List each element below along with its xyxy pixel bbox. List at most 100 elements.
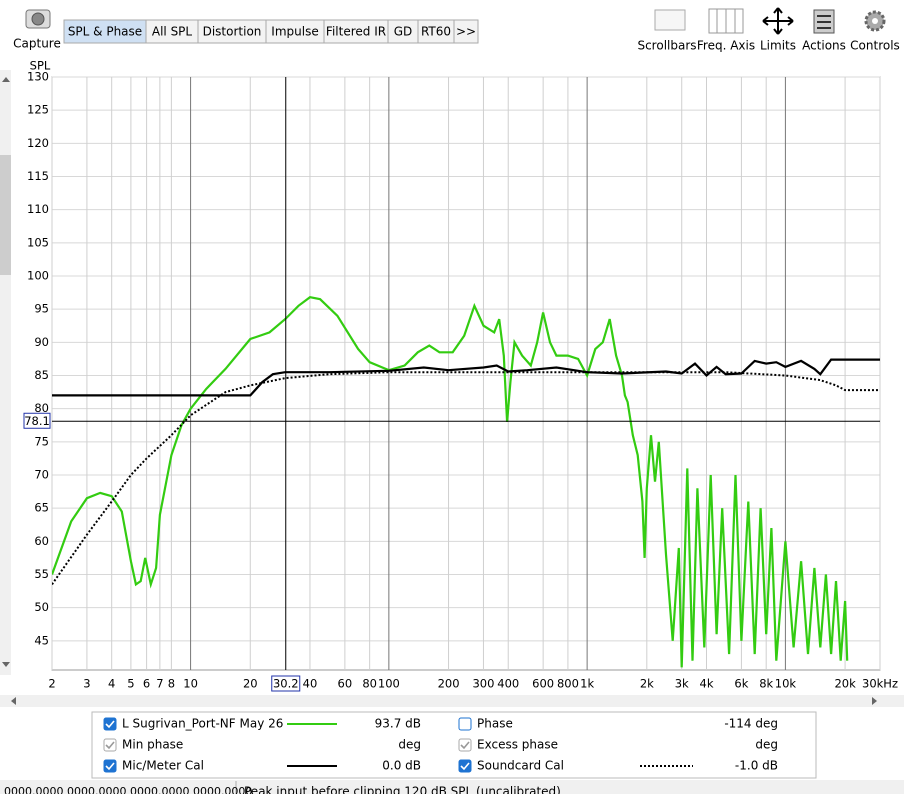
x-tick-label: 20k	[834, 677, 856, 691]
y-tick-label: 120	[27, 136, 49, 150]
legend-label: Excess phase	[477, 738, 558, 752]
y-axis-label: SPL	[30, 59, 51, 73]
traces	[52, 77, 880, 670]
status-bar	[0, 780, 904, 794]
x-tick-label: 600	[532, 677, 554, 691]
legend-value: deg	[398, 738, 421, 752]
tab-label: >>	[456, 25, 476, 39]
y-tick-label: 105	[27, 235, 49, 249]
checkmark	[460, 741, 470, 750]
x-tick-label: 3	[83, 677, 90, 691]
checkbox[interactable]	[458, 759, 472, 773]
y-tick-label: 115	[27, 169, 49, 183]
cursor-y-box	[23, 412, 51, 429]
legend-label: Min phase	[122, 738, 183, 752]
y-tick-label: 90	[34, 335, 49, 349]
legend: L Sugrivan_Port-NF May 26 93.7 dB Phase -11…	[103, 717, 778, 773]
x-tick-label: 7	[156, 677, 163, 691]
x-tick-label: 8k	[759, 677, 773, 691]
tab[interactable]: Impulse	[265, 19, 325, 44]
x-tick-label: 10k	[775, 677, 797, 691]
tab-label: Distortion	[203, 25, 262, 39]
legend-value: -114 deg	[724, 717, 778, 731]
tool-label[interactable]: Actions	[802, 39, 846, 53]
tab[interactable]: >>	[453, 19, 479, 44]
x-tick-label: 100	[378, 677, 400, 691]
tool-label[interactable]: Limits	[760, 39, 796, 53]
y-tick-label: 125	[27, 103, 49, 117]
legend-value: 0.0 dB	[382, 759, 421, 773]
axes: SPL 455055606570758085909510010511011512…	[27, 59, 898, 691]
legend-label: Mic/Meter Cal	[122, 759, 204, 773]
series-line	[52, 358, 880, 397]
tab-frame	[453, 19, 479, 44]
y-tick-label: 60	[34, 534, 49, 548]
x-tick-label: 60	[338, 677, 353, 691]
checkbox[interactable]	[103, 759, 117, 773]
checkmark	[105, 762, 115, 771]
tab-label: SPL & Phase	[68, 25, 142, 39]
tool-label[interactable]: Controls	[850, 39, 900, 53]
tab-label: All SPL	[152, 25, 193, 39]
tab-label: Filtered IR	[326, 25, 386, 39]
x-tick-label: 5	[127, 677, 134, 691]
x-tick-label: 800	[557, 677, 579, 691]
x-tick-label: 200	[438, 677, 460, 691]
x-tick-label: 3k	[675, 677, 689, 691]
tool-label[interactable]: Freq. Axis	[697, 39, 755, 53]
checkbox[interactable]	[458, 717, 472, 731]
x-tick-label: 4k	[700, 677, 714, 691]
y-tick-label: 110	[27, 202, 49, 216]
x-tick-label: 300	[472, 677, 494, 691]
x-tick-label: 40	[303, 677, 318, 691]
horizontal-scrollbar[interactable]	[0, 695, 904, 707]
y-tick-label: 55	[34, 567, 49, 581]
checkbox[interactable]	[458, 738, 472, 752]
capture-button[interactable]: Capture	[13, 9, 61, 51]
legend-value: -1.0 dB	[735, 759, 778, 773]
y-tick-label: 65	[34, 501, 49, 515]
checkmark	[105, 741, 115, 750]
tab[interactable]: Distortion	[197, 19, 267, 44]
x-tick-label: 2k	[640, 677, 654, 691]
x-tick-label: 1k	[580, 677, 594, 691]
x-tick-label: 400	[497, 677, 519, 691]
tab-bar: SPL & Phase All SPL Distortion Impulse Filte…	[63, 19, 479, 44]
cursor-y-label: 78.1	[24, 414, 50, 428]
tool-label[interactable]: Scrollbars	[637, 39, 696, 53]
tab[interactable]: Filtered IR	[323, 19, 389, 44]
checkmark	[460, 762, 470, 771]
y-tick-label: 50	[34, 600, 49, 614]
checkbox[interactable]	[103, 738, 117, 752]
tab[interactable]: GD	[387, 19, 419, 44]
x-tick-label: 2	[48, 677, 55, 691]
x-tick-label: 30kHz	[862, 677, 898, 691]
tab[interactable]: RT60	[417, 19, 455, 44]
y-tick-label: 75	[34, 434, 49, 448]
status-coords: 0000.0000 0000.0000 0000.0000 0000.0000	[4, 785, 252, 794]
x-tick-label: 8	[168, 677, 175, 691]
capture-label: Capture	[13, 37, 61, 51]
y-tick-label: 85	[34, 368, 49, 382]
cursor-x-label: 30.2	[273, 677, 299, 691]
legend-value: deg	[755, 738, 778, 752]
x-tick-label: 10	[183, 677, 198, 691]
x-tick-label: 6	[143, 677, 150, 691]
legend-label: Soundcard Cal	[477, 759, 564, 773]
y-tick-label: 45	[34, 633, 49, 647]
tab-label: RT60	[421, 25, 451, 39]
legend-label: Phase	[477, 717, 513, 731]
y-tick-label: 130	[27, 70, 49, 84]
x-tick-label: 20	[243, 677, 258, 691]
tool-bar: Scrollbars Freq. Axis Limits Actions Control…	[637, 7, 900, 53]
y-tick-label: 100	[27, 268, 49, 282]
tab[interactable]: All SPL	[145, 19, 199, 44]
y-tick-label: 80	[34, 401, 49, 415]
checkbox[interactable]	[103, 717, 117, 731]
tab[interactable]: SPL & Phase	[63, 19, 147, 44]
y-tick-label: 70	[34, 467, 49, 481]
x-tick-label: 6k	[734, 677, 748, 691]
legend-panel	[91, 711, 817, 779]
vertical-scrollbar[interactable]	[0, 70, 11, 675]
status-message: Peak input before clipping 120 dB SPL (u…	[244, 785, 561, 794]
